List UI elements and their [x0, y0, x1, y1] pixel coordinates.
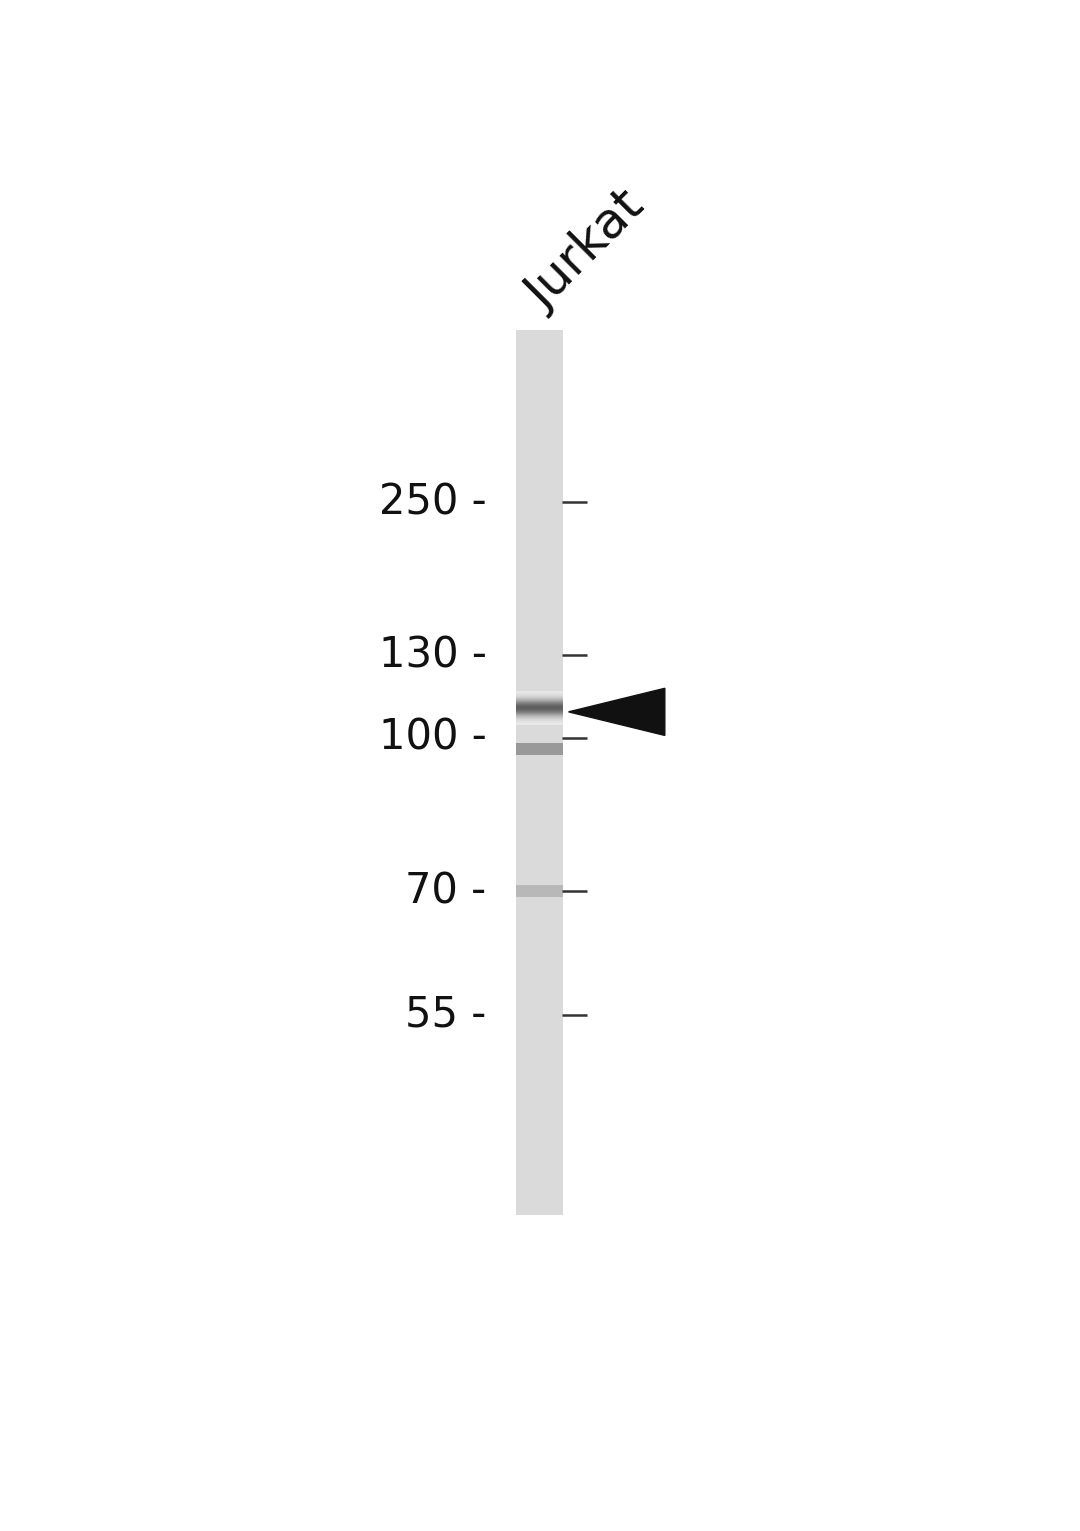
Text: 70 -: 70 - — [405, 870, 486, 912]
Text: 55 -: 55 - — [405, 994, 486, 1036]
Polygon shape — [568, 689, 665, 735]
Text: 130 -: 130 - — [379, 634, 486, 677]
Text: 250 -: 250 - — [379, 481, 486, 524]
Text: 100 -: 100 - — [379, 717, 486, 759]
Text: Jurkat: Jurkat — [517, 182, 654, 320]
